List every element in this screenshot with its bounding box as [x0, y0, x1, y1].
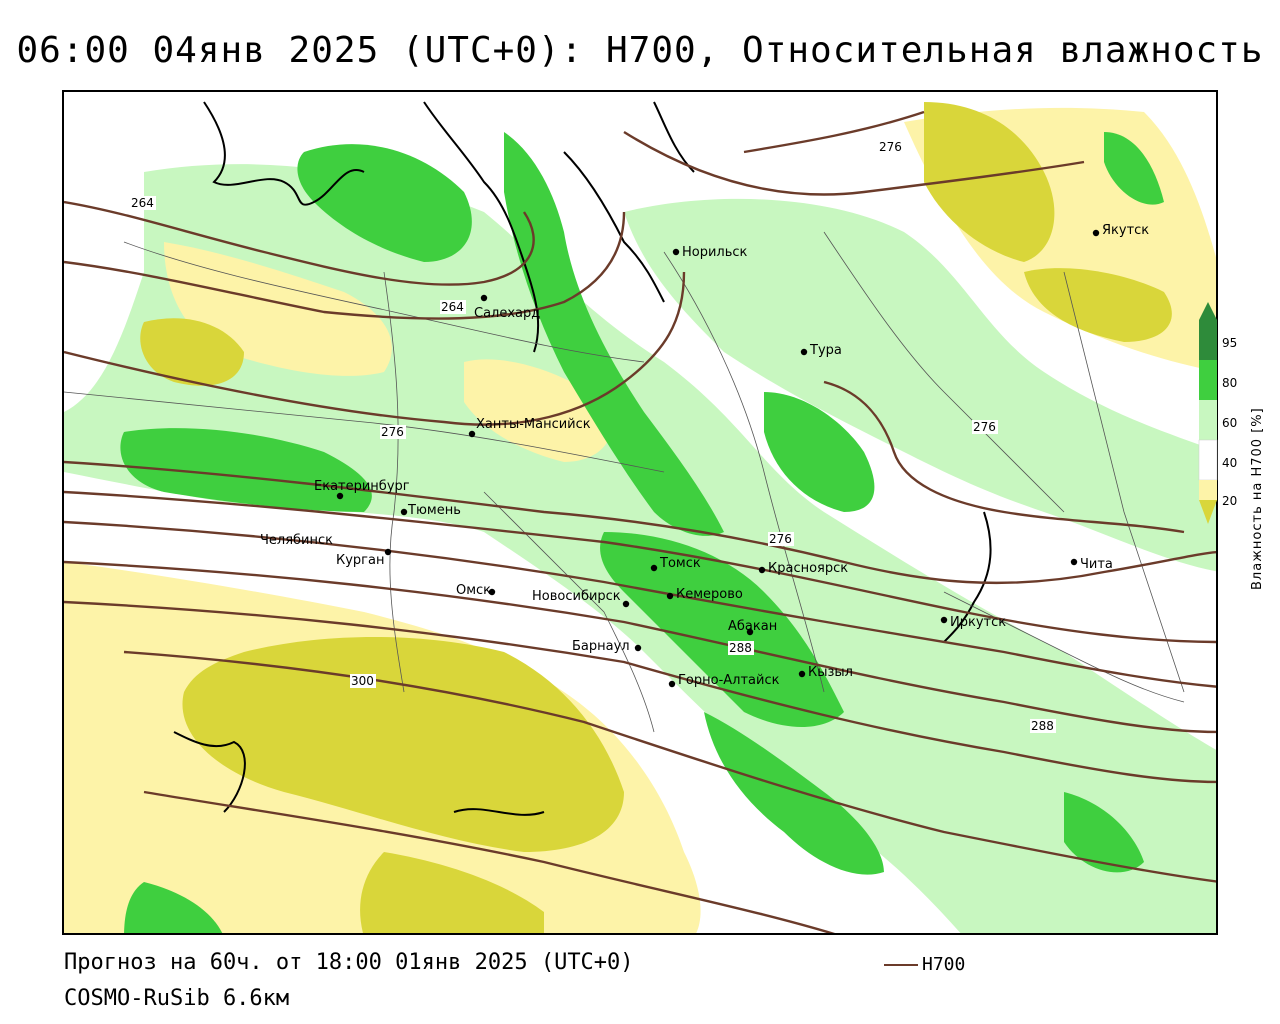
- city-label-salekhard: Салехард: [474, 306, 540, 321]
- city-label-yekaterinburg: Екатеринбург: [314, 479, 410, 494]
- city-label-abakan: Абакан: [728, 619, 777, 634]
- h700-isolines: [64, 110, 1216, 933]
- coastline: [173, 101, 992, 816]
- humidity-lt20-areas: [140, 102, 1172, 933]
- legend-tick: 60: [1222, 416, 1238, 430]
- isoline-label: 288: [1031, 719, 1054, 733]
- isoline-label: 264: [131, 196, 154, 210]
- city-label-barnaul: Барнаул: [572, 639, 630, 654]
- city-label-tura: Тура: [809, 343, 842, 358]
- legend-tick: 40: [1222, 456, 1238, 470]
- city-label-gorno-altaysk: Горно-Алтайск: [678, 673, 780, 688]
- city-label-irkutsk: Иркутск: [950, 615, 1006, 630]
- map-panel: 264 264 276 276 276 276 288 288 300 Нори…: [62, 90, 1218, 935]
- city-label-yakutsk: Якутск: [1102, 223, 1149, 238]
- city-label-chita: Чита: [1080, 557, 1113, 572]
- humidity-80-areas: [120, 132, 1164, 933]
- legend-tick: 95: [1222, 336, 1238, 350]
- city-label-chelyabinsk: Челябинск: [260, 533, 333, 548]
- city-label-omsk: Омск: [456, 583, 491, 598]
- isoline-label: 288: [729, 641, 752, 655]
- isoline-label: 276: [769, 532, 792, 546]
- isoline-label: 276: [973, 420, 996, 434]
- forecast-caption: Прогноз на 60ч. от 18:00 01янв 2025 (UTC…: [64, 950, 634, 975]
- h700-series-legend: H700: [884, 954, 965, 975]
- city-label-kurgan: Курган: [336, 553, 384, 568]
- city-label-tomsk: Томск: [659, 556, 701, 571]
- isoline-label: 300: [351, 674, 374, 688]
- city-label-khanty-mansiysk: Ханты-Мансийск: [476, 417, 591, 432]
- city-label-tyumen: Тюмень: [407, 503, 461, 518]
- humidity-colorbar: [1198, 302, 1218, 524]
- legend-title: Влажность на H700 [%]: [1250, 407, 1265, 590]
- map-title: 06:00 04янв 2025 (UTC+0): H700, Относите…: [16, 30, 1264, 71]
- city-label-kemerovo: Кемерово: [676, 587, 743, 602]
- legend-tick: 20: [1222, 494, 1238, 508]
- humidity-map: 264 264 276 276 276 276 288 288 300 Нори…: [64, 92, 1216, 933]
- region-borders: [64, 231, 1185, 733]
- city-markers: Норильск Якутск Салехард Тура Ханты-Манс…: [260, 223, 1149, 688]
- city-label-krasnoyarsk: Красноярск: [768, 561, 848, 576]
- isoline-label: 276: [879, 140, 902, 154]
- isoline-labels: 264 264 276 276 276 276 288 288 300: [130, 140, 1056, 733]
- h700-series-label: H700: [922, 954, 966, 975]
- humidity-legend: 95 80 60 40 20: [1196, 300, 1280, 600]
- legend-tick: 80: [1222, 376, 1238, 390]
- isoline-label: 276: [381, 425, 404, 439]
- h700-line-swatch: [884, 964, 918, 966]
- model-caption: COSMO-RuSib 6.6км: [64, 986, 290, 1011]
- city-label-kyzyl: Кызыл: [808, 665, 853, 680]
- city-label-novosibirsk: Новосибирск: [532, 589, 621, 604]
- city-label-norilsk: Норильск: [682, 245, 748, 260]
- isoline-label: 264: [441, 300, 464, 314]
